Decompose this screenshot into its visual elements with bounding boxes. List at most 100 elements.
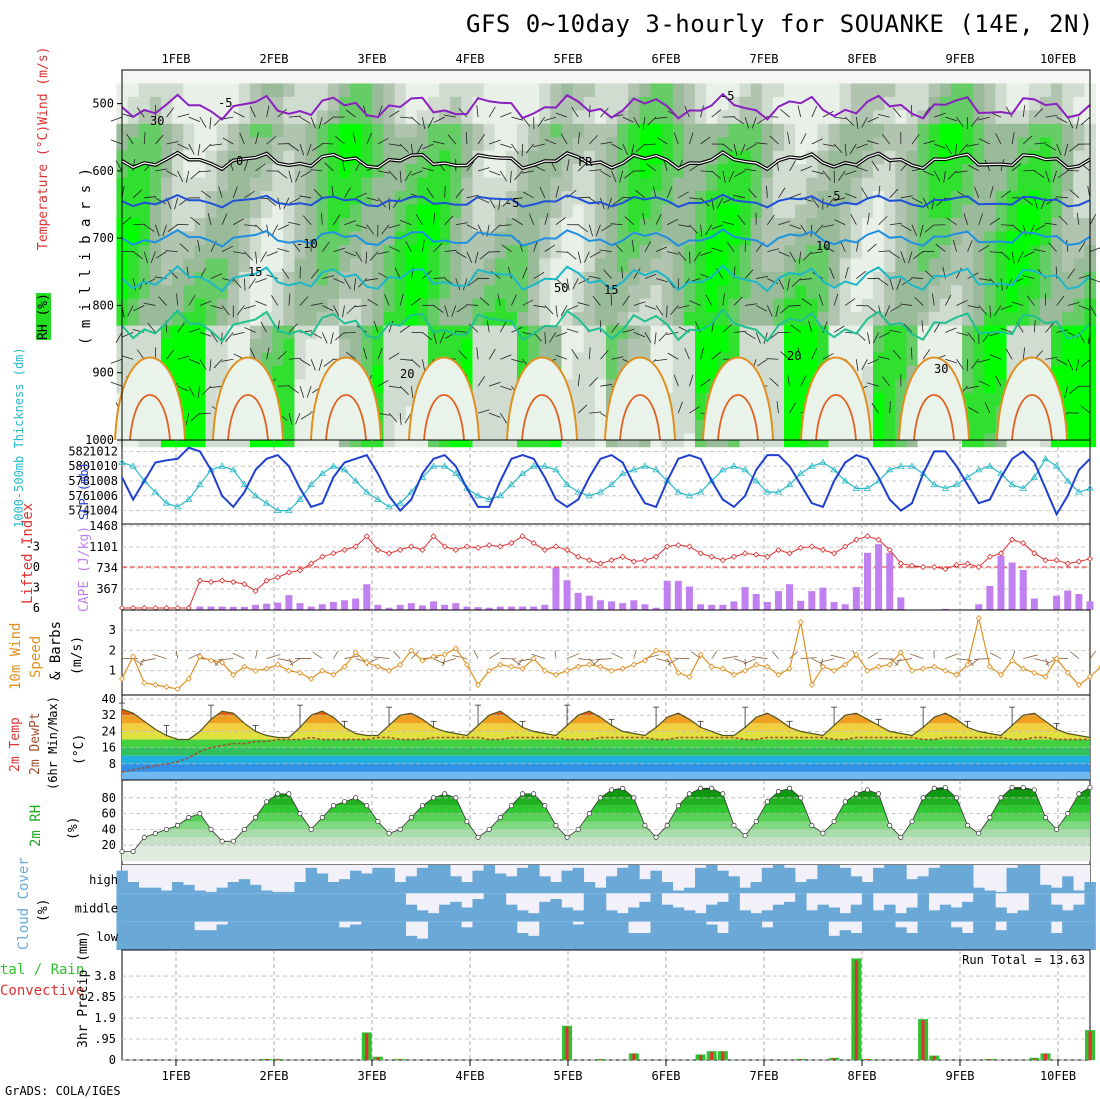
cape-bar — [797, 600, 805, 610]
rh-cell — [272, 312, 284, 327]
wind-barb — [908, 251, 913, 264]
rh-cell — [238, 258, 251, 273]
rh-cell — [127, 204, 140, 219]
rh-cell — [617, 285, 629, 300]
cloud-bar-low — [873, 921, 885, 950]
lifted-tick-label: -3 — [26, 540, 40, 554]
wind-barb — [644, 240, 652, 252]
wind-barb — [646, 163, 657, 172]
wind-barb — [856, 332, 866, 341]
rh-cell — [650, 137, 663, 152]
rh-cell — [917, 231, 930, 246]
lifted-point — [474, 544, 482, 551]
rh-cell — [873, 231, 885, 246]
thickness-point — [118, 458, 126, 465]
contour-label: 30 — [934, 362, 948, 376]
contour-label: 15 — [248, 265, 262, 279]
rh-point — [1020, 784, 1026, 791]
rh-cell — [962, 366, 974, 380]
lifted-point — [1075, 558, 1082, 565]
cloud-bar-high — [973, 887, 985, 894]
wind10m-barb — [667, 658, 679, 666]
cloud-bar-middle — [183, 893, 195, 922]
wind10m-point — [1009, 657, 1016, 664]
wind-barb — [465, 131, 468, 145]
rh-cell — [261, 258, 273, 273]
rh-cell — [283, 96, 295, 111]
wind-barb — [126, 133, 134, 145]
rh-cell — [461, 164, 473, 179]
rh-cell — [884, 123, 896, 138]
wind-barb — [914, 296, 924, 306]
precip-convective-bar — [721, 1051, 725, 1060]
wind10m-point — [363, 659, 370, 666]
rh-cell — [973, 258, 985, 273]
rh-cell — [205, 244, 218, 259]
rh-cell — [984, 204, 996, 219]
wind-barb — [947, 170, 957, 180]
rh-cell — [828, 204, 841, 219]
rh-cell — [761, 96, 774, 111]
wind10m-point — [308, 675, 315, 682]
rh-cell — [1073, 406, 1085, 421]
rh-cell — [973, 204, 985, 219]
rh-cell — [1039, 218, 1052, 232]
rh-cell — [1051, 366, 1063, 380]
lifted-point — [675, 542, 682, 549]
rh-cell — [350, 164, 362, 179]
rh-cell — [283, 204, 295, 219]
wind-barb — [555, 251, 568, 253]
rh-cell — [784, 285, 796, 300]
rh-cell — [950, 271, 963, 286]
rh-cell — [149, 137, 162, 152]
rh-cell — [261, 110, 273, 125]
cape-tick-label: 1101 — [89, 540, 118, 554]
rh-cell — [461, 339, 473, 354]
rh-cell — [628, 258, 640, 273]
wind-barb — [1069, 189, 1080, 199]
rh-cell — [238, 164, 251, 179]
temp-band — [122, 723, 1090, 732]
temp2m-label-c: (6hr Min/Max) — [46, 696, 60, 790]
lifted-point — [385, 550, 393, 557]
rh-cell — [450, 96, 462, 111]
cloud-bar-low — [1084, 921, 1096, 950]
rh-cell — [483, 123, 496, 138]
rh-cell — [205, 419, 218, 434]
cloud-bar-high — [316, 873, 329, 894]
rh-cell — [160, 231, 173, 246]
wind-barb — [288, 323, 298, 333]
rh-cell — [505, 244, 518, 259]
rh-cell — [350, 177, 362, 192]
wind-barb — [225, 332, 234, 342]
cloud-bar-middle — [984, 893, 996, 922]
thickness-tick-label: 576 — [68, 489, 90, 503]
rh-cell — [238, 110, 251, 125]
rh-cell — [383, 419, 396, 434]
rh-cell — [338, 312, 351, 327]
rh-cell — [227, 96, 240, 111]
rh-cell — [283, 419, 295, 434]
wind-barb — [943, 170, 946, 183]
rh-cell — [695, 325, 707, 340]
rh-cell — [950, 366, 963, 380]
cloud-bar-middle — [494, 893, 507, 922]
rh-cell — [950, 285, 963, 300]
rh-cell — [706, 271, 718, 286]
rh-cell — [416, 339, 429, 354]
wind-barb — [243, 305, 256, 310]
rh-cell — [828, 150, 841, 165]
top-day-label: 3FEB — [358, 52, 387, 66]
rh-cell — [606, 366, 618, 380]
precip-convective-bar — [1043, 1053, 1047, 1060]
rh-cell — [895, 258, 907, 273]
wind-barb — [1011, 224, 1022, 233]
wind-barb — [855, 117, 859, 130]
cloud-bar-low — [405, 935, 418, 950]
rh-cell — [372, 231, 384, 246]
rh-cell — [962, 96, 974, 111]
rh-point — [787, 785, 793, 791]
rh-cell — [561, 110, 574, 125]
lifted-line — [122, 535, 1091, 609]
thickness-point — [173, 503, 182, 510]
